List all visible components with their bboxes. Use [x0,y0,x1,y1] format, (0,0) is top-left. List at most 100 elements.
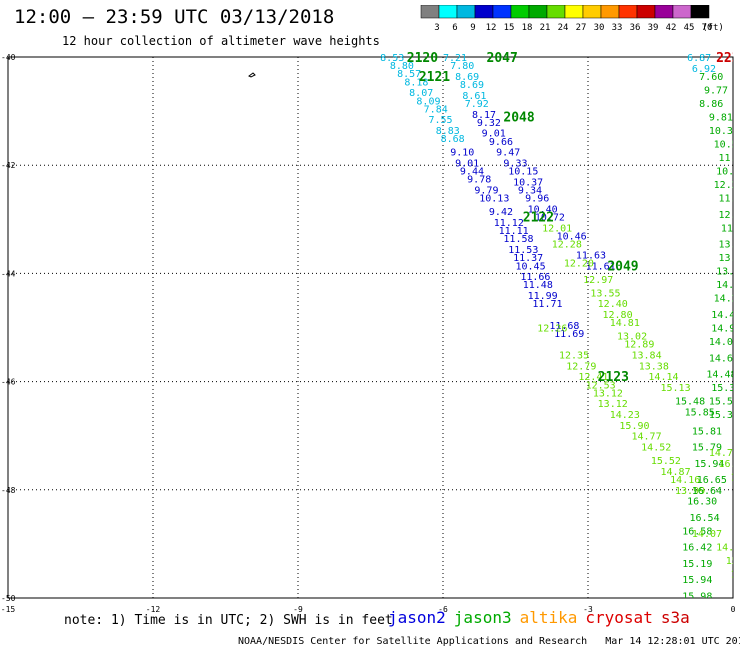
wave-height-label: 16.65 [697,475,727,486]
legend-cryosat: cryosat [585,608,653,627]
wave-height-label: 11.48 [523,280,553,291]
wave-height-label: 10.47 [716,167,740,178]
colorbar-swatch [438,5,458,19]
colorbar-label: 3 [434,23,439,33]
colorbar-label: 33 [612,23,623,33]
colorbar-swatch [492,5,512,19]
wave-height-label: 7.55 [429,115,453,126]
wave-height-label: 13.90 [719,253,740,264]
wave-height-label: 13.55 [590,288,620,299]
colorbar-swatch [672,5,692,19]
wave-height-label: 15.52 [651,456,681,467]
wave-height-label: 14.48 [706,369,736,380]
lat-tick-label: -48 [1,486,16,495]
wave-height-label: 9.78 [467,175,491,186]
wave-height-label: 7.21 [443,53,467,64]
wave-height-label: 9.42 [489,207,513,218]
colorbar-swatch [528,5,548,19]
wave-height-label: 14.16 [670,475,700,486]
colorbar-swatch [654,5,674,19]
wave-height-label: 13.10 [719,240,740,251]
wave-height-label: 11.85 [719,194,740,205]
wave-height-label: 13.02 [617,332,647,343]
colorbar-swatch [582,5,602,19]
wave-height-label: 11.80 [719,153,740,164]
page-title: 12:00 – 23:59 UTC 03/13/2018 [14,6,335,28]
wave-height-label: 14.45 [716,543,740,554]
colorbar-label: (ft) [702,23,724,33]
wave-height-label: 11.61 [586,261,616,272]
wave-height-label: 9.44 [460,167,484,178]
wave-height-label: 13.99 [675,486,705,497]
colorbar-label: 70 [702,23,713,33]
legend-s3a: s3a [660,608,690,627]
wave-height-label: 9.32 [477,118,501,129]
footer-credit: NOAA/NESDIS Center for Satellite Applica… [238,636,740,647]
legend-altika: altika [519,608,578,627]
wave-height-label: 14.52 [641,443,671,454]
wave-height-label: 10.46 [557,232,587,243]
wave-height-label: 8.07 [409,88,433,99]
wave-height-label: 11.63 [576,250,606,261]
wave-height-label: 11.99 [528,291,558,302]
wave-height-label: 9.81 [709,113,733,124]
wave-height-label: 15.30 [711,383,740,394]
wave-height-label: 15.94 [682,575,712,586]
wave-height-label: 7.80 [450,61,474,72]
pass-number-label: 2122 [523,211,554,226]
colorbar-swatch [564,5,584,19]
wave-height-label: 14.14 [648,372,678,383]
lat-tick-label: -42 [1,161,16,170]
lon-tick-label: -12 [146,605,161,614]
colorbar-label: 45 [684,23,695,33]
wave-height-label: 15.33 [726,556,740,567]
colorbar-swatch [618,5,638,19]
wave-height-label: 16.42 [682,543,712,554]
colorbar-swatch [474,5,494,19]
wave-height-label: 9.96 [525,194,549,205]
wave-height-label: 12.20 [564,259,594,270]
wave-height-label: 12.79 [566,361,596,372]
wave-height-label: 8.86 [699,99,723,110]
wave-height-label: 8.09 [416,96,440,107]
wave-height-label: 15.37 [709,410,739,421]
colorbar-label: 18 [522,23,533,33]
wave-height-label: 12.20 [714,180,740,191]
wave-height-colorbar: 3 6 9 12 15 18 21 24 27 30 33 36 39 42 45 70(ft) [420,5,724,33]
wave-height-label: 8.53 [380,53,404,64]
pass-number-label: 2047 [487,51,518,66]
wave-height-label: 11.53 [508,245,538,256]
wave-height-label: 14.64 [709,353,739,364]
wave-height-label: 15.19 [682,559,712,570]
map-frame [7,56,734,599]
legend-jason3: jason3 [453,608,512,627]
wave-height-label: 8.17 [472,110,496,121]
wave-height-label: 8.80 [390,61,414,72]
wave-height-label: 10.45 [516,261,546,272]
wave-height-label: 15.13 [661,383,691,394]
wave-height-label: 15.94 [694,459,724,470]
wave-height-label: 12.28 [552,240,582,251]
wave-height-label: 11.68 [549,321,579,332]
pass-number-label: 2049 [607,259,638,274]
wave-height-label: 9.01 [482,129,506,140]
wave-height-label: 9.79 [474,186,498,197]
wave-height-label: 10.51 [714,140,740,151]
colorbar-label: 24 [558,23,569,33]
wave-height-label: 9.47 [496,148,520,159]
pass-number-label: 2121 [419,70,450,85]
colorbar-swatch [420,5,440,19]
wave-height-label: 10.37 [513,177,543,188]
wave-height-label: 8.61 [462,91,486,102]
wave-height-label: 11.58 [503,234,533,245]
wave-height-label: 14.81 [610,318,640,329]
colorbar-label: 36 [630,23,641,33]
wave-height-label: 14.95 [711,324,740,335]
wave-height-label: 7.60 [699,72,723,83]
wave-height-label: 7.92 [465,99,489,110]
wave-height-label: 8.57 [397,69,421,80]
wave-height-label: 12.89 [624,340,654,351]
wave-height-label: 12.23 [719,210,740,221]
wave-height-label: 12.53 [586,380,616,391]
wave-height-label: 10.13 [479,194,509,205]
